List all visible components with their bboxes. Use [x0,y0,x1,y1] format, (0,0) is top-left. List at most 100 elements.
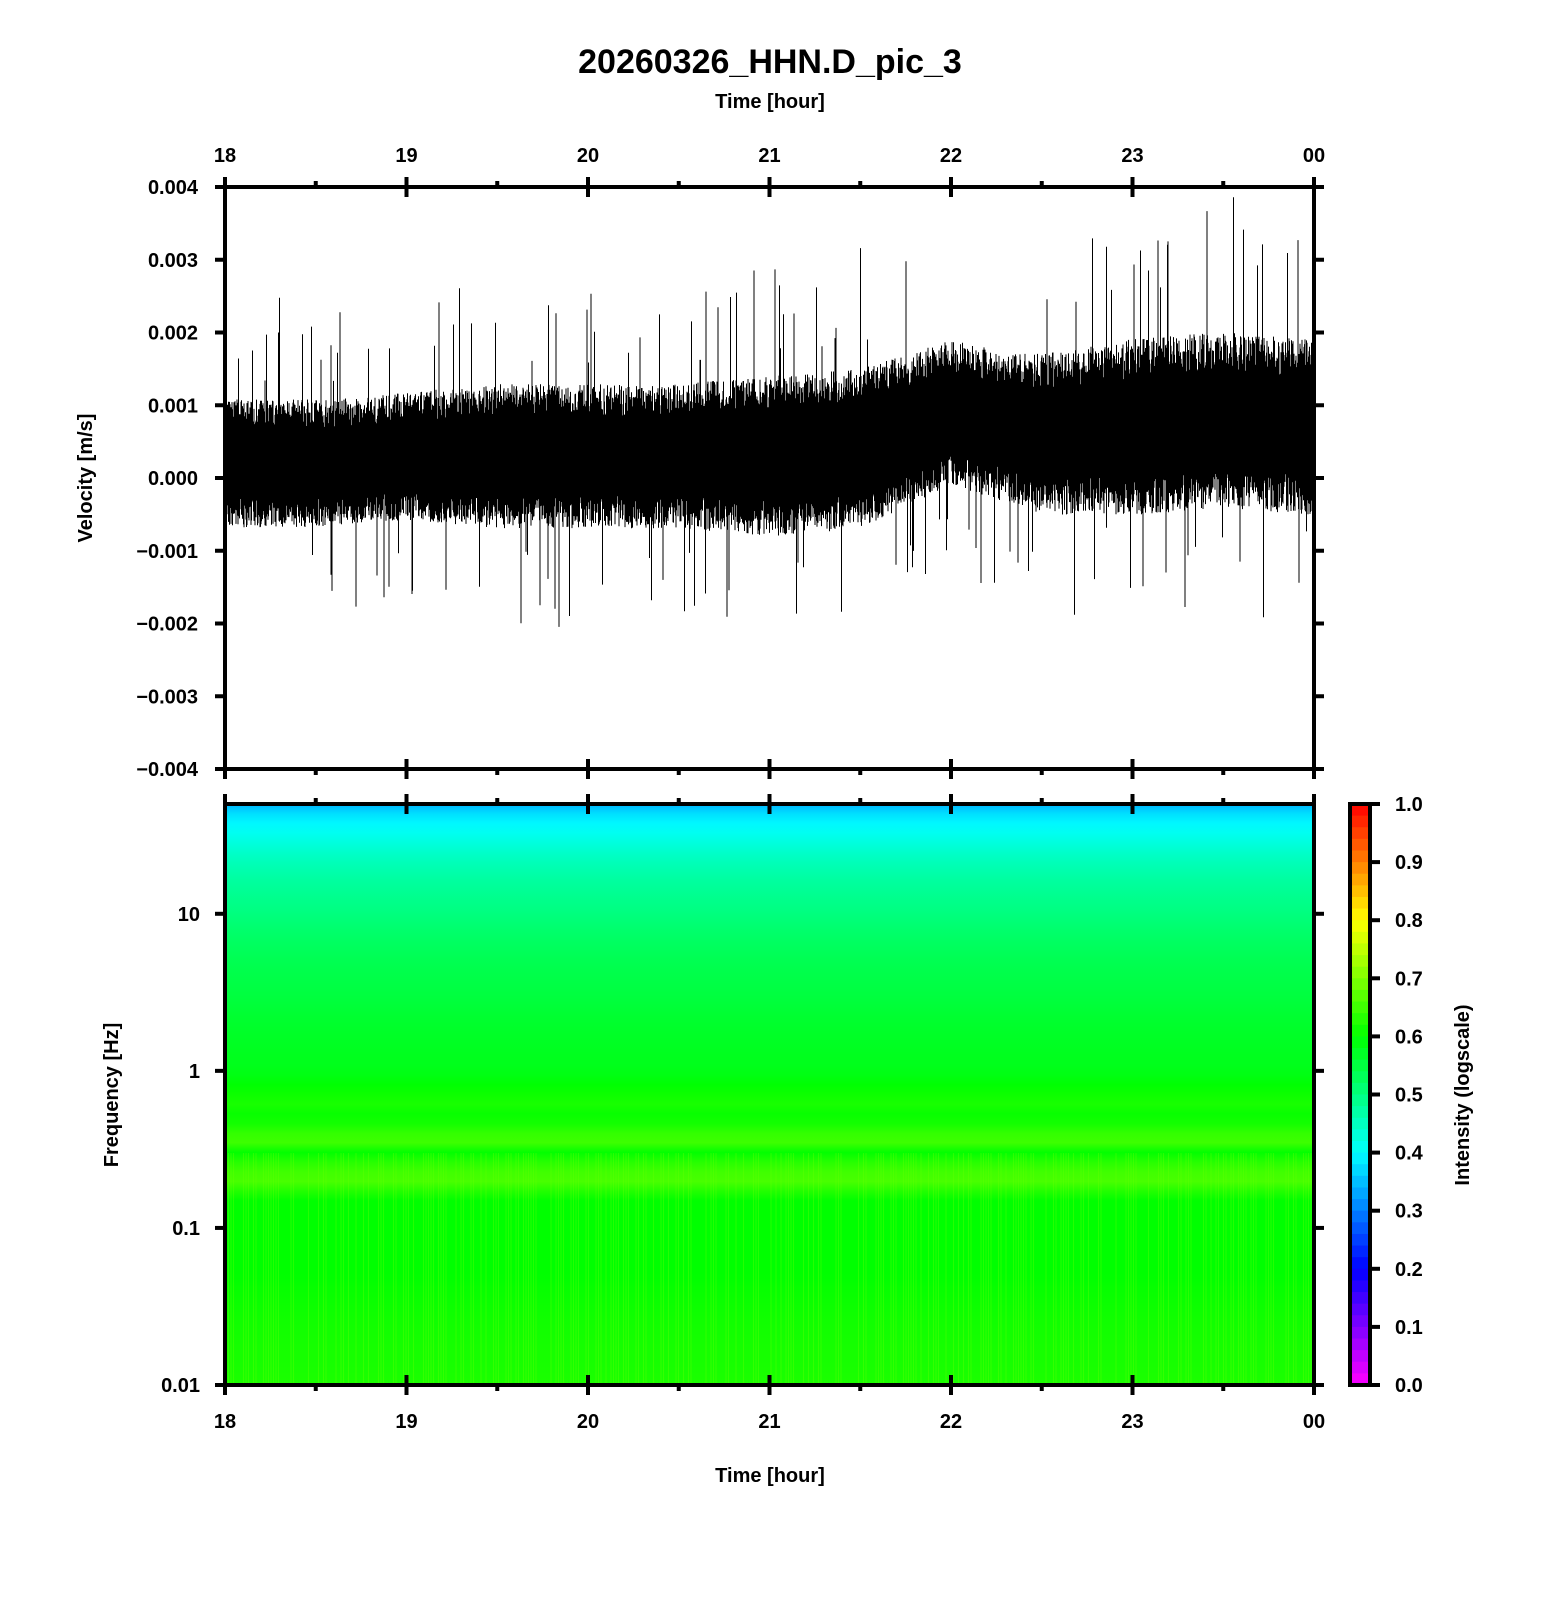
colorbar-segment [1350,827,1370,840]
colorbar-segment [1350,1257,1370,1270]
colorbar-segment [1350,1059,1370,1072]
waveform-trace [225,197,1314,627]
frequency-tick-label: 1 [189,1061,200,1083]
colorbar-segment [1350,1152,1370,1165]
colorbar-segment [1350,1187,1370,1200]
colorbar-segment [1350,850,1370,863]
bottom-x-tick-label: 20 [577,1411,599,1433]
colorbar-segment [1350,1350,1370,1363]
colorbar-segment [1350,1292,1370,1305]
velocity-tick-label: −0.004 [136,759,199,781]
top-x-tick-label: 18 [214,145,236,167]
colorbar-segment [1350,1036,1370,1049]
colorbar-segment [1350,885,1370,898]
bottom-x-tick-label: 00 [1303,1411,1325,1433]
velocity-tick-label: 0.003 [148,250,198,272]
colorbar-segment [1350,920,1370,933]
colorbar-segment [1350,1280,1370,1293]
colorbar-label: Intensity (logscale) [1452,1004,1474,1185]
velocity-tick-label: −0.001 [136,541,198,563]
colorbar-tick-label: 0.2 [1395,1259,1423,1281]
colorbar-segment [1350,1210,1370,1223]
colorbar-tick-label: 0.9 [1395,852,1423,874]
colorbar-segment [1350,1117,1370,1130]
colorbar-segment [1350,862,1370,875]
colorbar-segment [1350,1222,1370,1235]
colorbar-segment [1350,1361,1370,1374]
colorbar-segment [1350,1268,1370,1282]
colorbar-segment [1350,966,1370,979]
colorbar-segment [1350,1094,1370,1107]
top-x-axis-label: Time [hour] [715,91,825,113]
colorbar-segment [1350,1164,1370,1177]
bottom-x-tick-label: 19 [395,1411,417,1433]
top-x-tick-label: 22 [940,145,962,167]
colorbar-segment [1350,931,1370,945]
waveform-line [225,197,1314,627]
colorbar-tick-label: 0.4 [1395,1143,1424,1165]
colorbar-tick-label: 0.5 [1395,1085,1423,1107]
colorbar-tick-label: 0.6 [1395,1026,1423,1048]
velocity-tick-label: 0.002 [148,323,198,345]
spectrogram [225,804,1314,1385]
colorbar-segment [1350,815,1370,828]
colorbar-segment [1350,1001,1370,1014]
bottom-x-tick-label: 23 [1121,1411,1143,1433]
axes: 18 18 19 19 20 20 21 21 22 22 23 23 00 00 0.004 0.003 0.… [136,145,1325,1433]
velocity-tick-label: 0.001 [148,395,198,417]
bottom-x-tick-label: 18 [214,1411,236,1433]
colorbar-segment [1350,838,1370,852]
colorbar-segment [1350,1024,1370,1037]
colorbar-tick-label: 0.8 [1395,910,1423,932]
colorbar-segment [1350,943,1370,956]
colorbar-segment [1350,804,1370,817]
velocity-tick-label: 0.004 [148,177,199,199]
colorbar-segment [1350,1326,1370,1340]
bottom-x-axis-label: Time [hour] [715,1465,825,1487]
chart-title: 20260326_HHN.D_pic_3 [578,43,962,81]
colorbar-segment [1350,908,1370,921]
bottom-x-tick-label: 22 [940,1411,962,1433]
velocity-y-axis-label: Velocity [m/s] [75,414,97,543]
colorbar-segment [1350,989,1370,1003]
colorbar-segment [1350,978,1370,991]
velocity-tick-label: −0.003 [136,686,198,708]
colorbar-segment [1350,1175,1370,1189]
frequency-tick-label: 10 [178,904,200,926]
colorbar-segment [1350,1338,1370,1351]
frequency-tick-label: 0.01 [161,1375,200,1397]
colorbar-tick-label: 0.0 [1395,1375,1423,1397]
colorbar-segment [1350,1013,1370,1026]
colorbar-segment [1350,1082,1370,1096]
bottom-x-tick-label: 21 [758,1411,780,1433]
spectrogram-texture [228,1152,1314,1385]
velocity-tick-label: 0.000 [148,468,198,490]
top-x-tick-label: 19 [395,145,417,167]
colorbar-segment [1350,1315,1370,1328]
frequency-tick-label: 0.1 [172,1218,200,1240]
colorbar-segment [1350,1106,1370,1119]
colorbar-segment [1350,1373,1370,1386]
velocity-tick-label: −0.002 [136,614,198,636]
colorbar-segment [1350,1071,1370,1084]
frequency-y-axis-label: Frequency [Hz] [101,1023,123,1167]
colorbar-segment [1350,1303,1370,1316]
top-x-tick-label: 00 [1303,145,1325,167]
spectrogram-field [225,804,1314,1385]
colorbar-segment [1350,1048,1370,1061]
top-x-tick-label: 20 [577,145,599,167]
colorbar: 1.0 0.9 0.8 0.7 0.6 0.5 0.4 0.3 0.2 0.1 0.0 [1348,794,1424,1397]
colorbar-segment [1350,873,1370,886]
colorbar-segment [1350,896,1370,910]
top-x-tick-label: 21 [758,145,780,167]
colorbar-tick-label: 0.1 [1395,1317,1423,1339]
colorbar-segment [1350,1245,1370,1258]
colorbar-segment [1350,955,1370,968]
colorbar-segment [1350,1199,1370,1212]
colorbar-segment [1350,1140,1370,1154]
colorbar-tick-label: 0.7 [1395,968,1423,990]
colorbar-segment [1350,1129,1370,1142]
top-x-tick-label: 23 [1121,145,1143,167]
colorbar-tick-label: 1.0 [1395,794,1423,816]
